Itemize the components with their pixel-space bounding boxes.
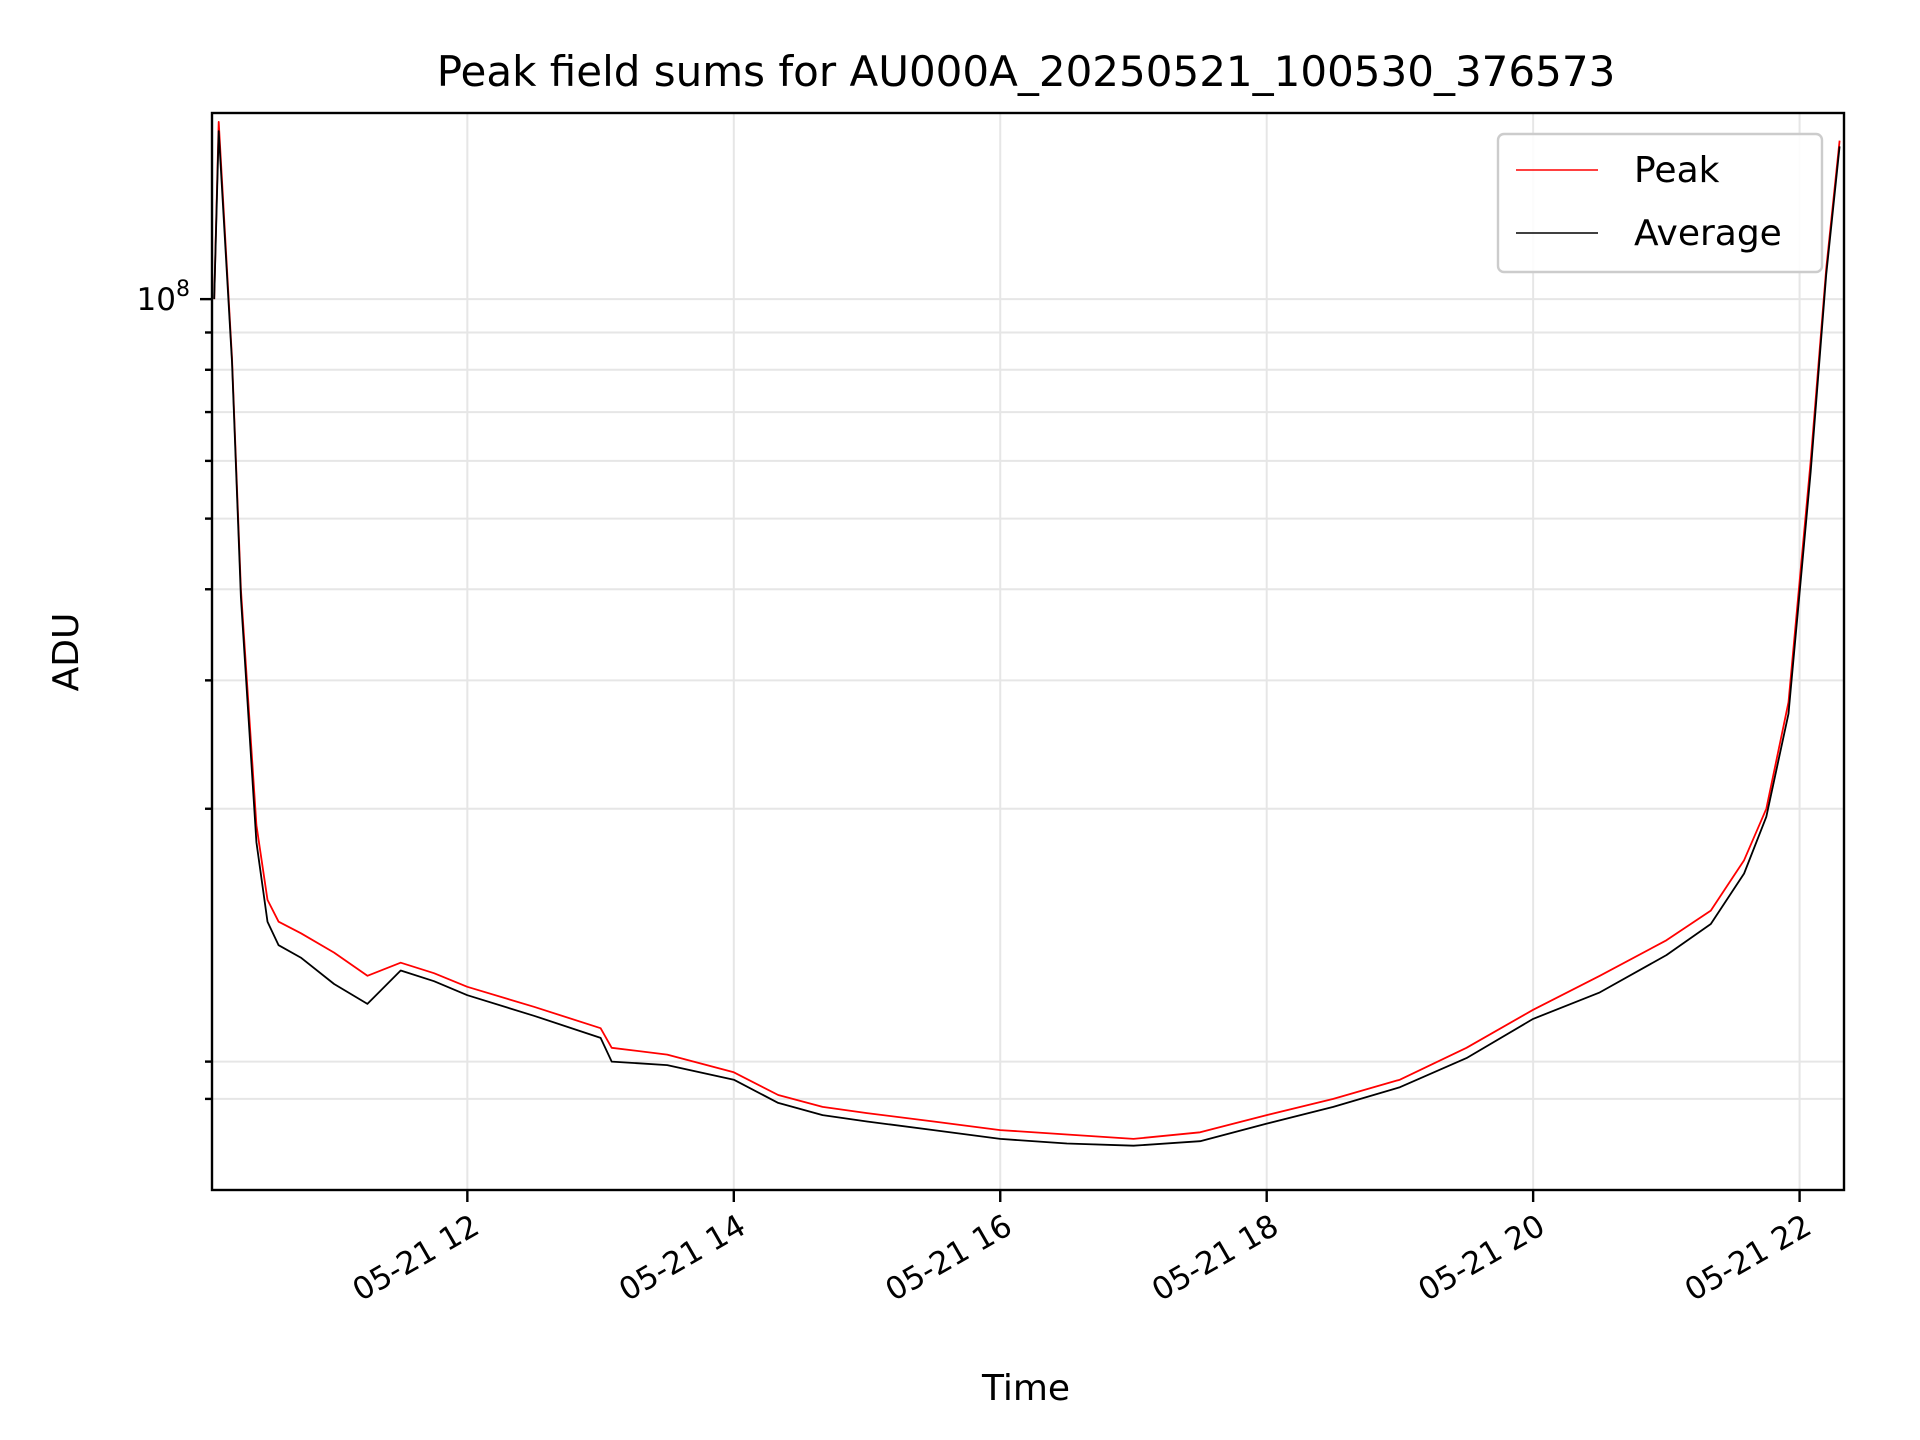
legend: Peak Average — [1496, 132, 1824, 274]
x-tick-label: 05-21 12 — [347, 1208, 486, 1309]
y-tick-label: 108 — [137, 277, 190, 318]
legend-box — [1496, 132, 1824, 274]
legend-label-average: Average — [1634, 213, 1782, 254]
x-tick-label: 05-21 16 — [880, 1208, 1019, 1309]
x-axis-label: Time — [981, 1368, 1070, 1409]
x-tick-label: 05-21 14 — [613, 1208, 752, 1309]
legend-label-peak: Peak — [1634, 150, 1720, 191]
axes-frame — [210, 111, 1846, 1192]
grid — [212, 113, 1844, 1190]
y-axis: 108 — [137, 277, 212, 1101]
x-tick-label: 05-21 22 — [1679, 1208, 1818, 1309]
series-line-average — [213, 130, 1841, 1147]
x-tick-label: 05-21 20 — [1412, 1208, 1551, 1309]
y-axis-label: ADU — [46, 613, 87, 692]
chart-title: Peak field sums for AU000A_20250521_1005… — [437, 47, 1616, 96]
series-line-peak — [213, 121, 1841, 1140]
x-axis: 05-21 12 05-21 14 05-21 16 05-21 18 05-21 20… — [347, 1190, 1818, 1309]
x-tick-label: 05-21 18 — [1146, 1208, 1285, 1309]
plot-area — [213, 121, 1841, 1147]
